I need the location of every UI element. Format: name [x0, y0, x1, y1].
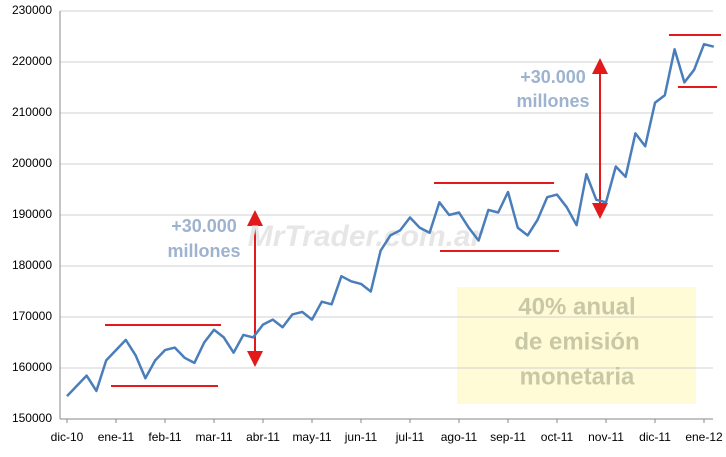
- data-line: [66, 42, 715, 397]
- y-tick-label: 160000: [12, 360, 52, 374]
- x-tick-label: abr-11: [246, 430, 280, 444]
- annotation: millones: [516, 91, 589, 111]
- y-tick-label: 150000: [12, 411, 52, 425]
- x-tick-label: mar-11: [195, 430, 232, 444]
- y-tick-label: 210000: [12, 105, 52, 119]
- annotation: millones: [167, 241, 240, 261]
- annotation-lines: [105, 34, 721, 387]
- y-tick-label: 220000: [12, 54, 52, 68]
- y-tick-label: 180000: [12, 258, 52, 272]
- x-tick-label: dic-11: [639, 430, 671, 444]
- x-tick-label: dic-10: [51, 430, 84, 444]
- annotation: +30.000: [171, 216, 237, 236]
- plot: [66, 42, 715, 397]
- x-tick-label: may-11: [292, 430, 331, 444]
- x-tick-label: ago-11: [441, 430, 478, 444]
- y-tick-label: 170000: [12, 309, 52, 323]
- note-text: de emisión: [514, 328, 639, 355]
- annotation: +30.000: [520, 67, 586, 87]
- note-text: 40% anual: [518, 293, 635, 320]
- x-tick-label: jun-11: [344, 430, 378, 444]
- x-tick-label: oct-11: [541, 430, 574, 444]
- y-tick-label: 200000: [12, 156, 52, 170]
- x-tick-label: ene-12: [685, 430, 723, 444]
- y-tick-label: 230000: [12, 3, 52, 17]
- note-box: [457, 287, 696, 404]
- x-tick-label: ene-11: [98, 430, 135, 444]
- watermark: MrTrader.com.ar: [248, 220, 485, 253]
- x-tick-label: sep-11: [490, 430, 526, 444]
- y-tick-label: 190000: [12, 207, 52, 221]
- note-text: monetaria: [520, 363, 635, 390]
- x-tick-label: jul-11: [395, 430, 425, 444]
- x-tick-label: feb-11: [148, 430, 181, 444]
- x-tick-label: nov-11: [588, 430, 624, 444]
